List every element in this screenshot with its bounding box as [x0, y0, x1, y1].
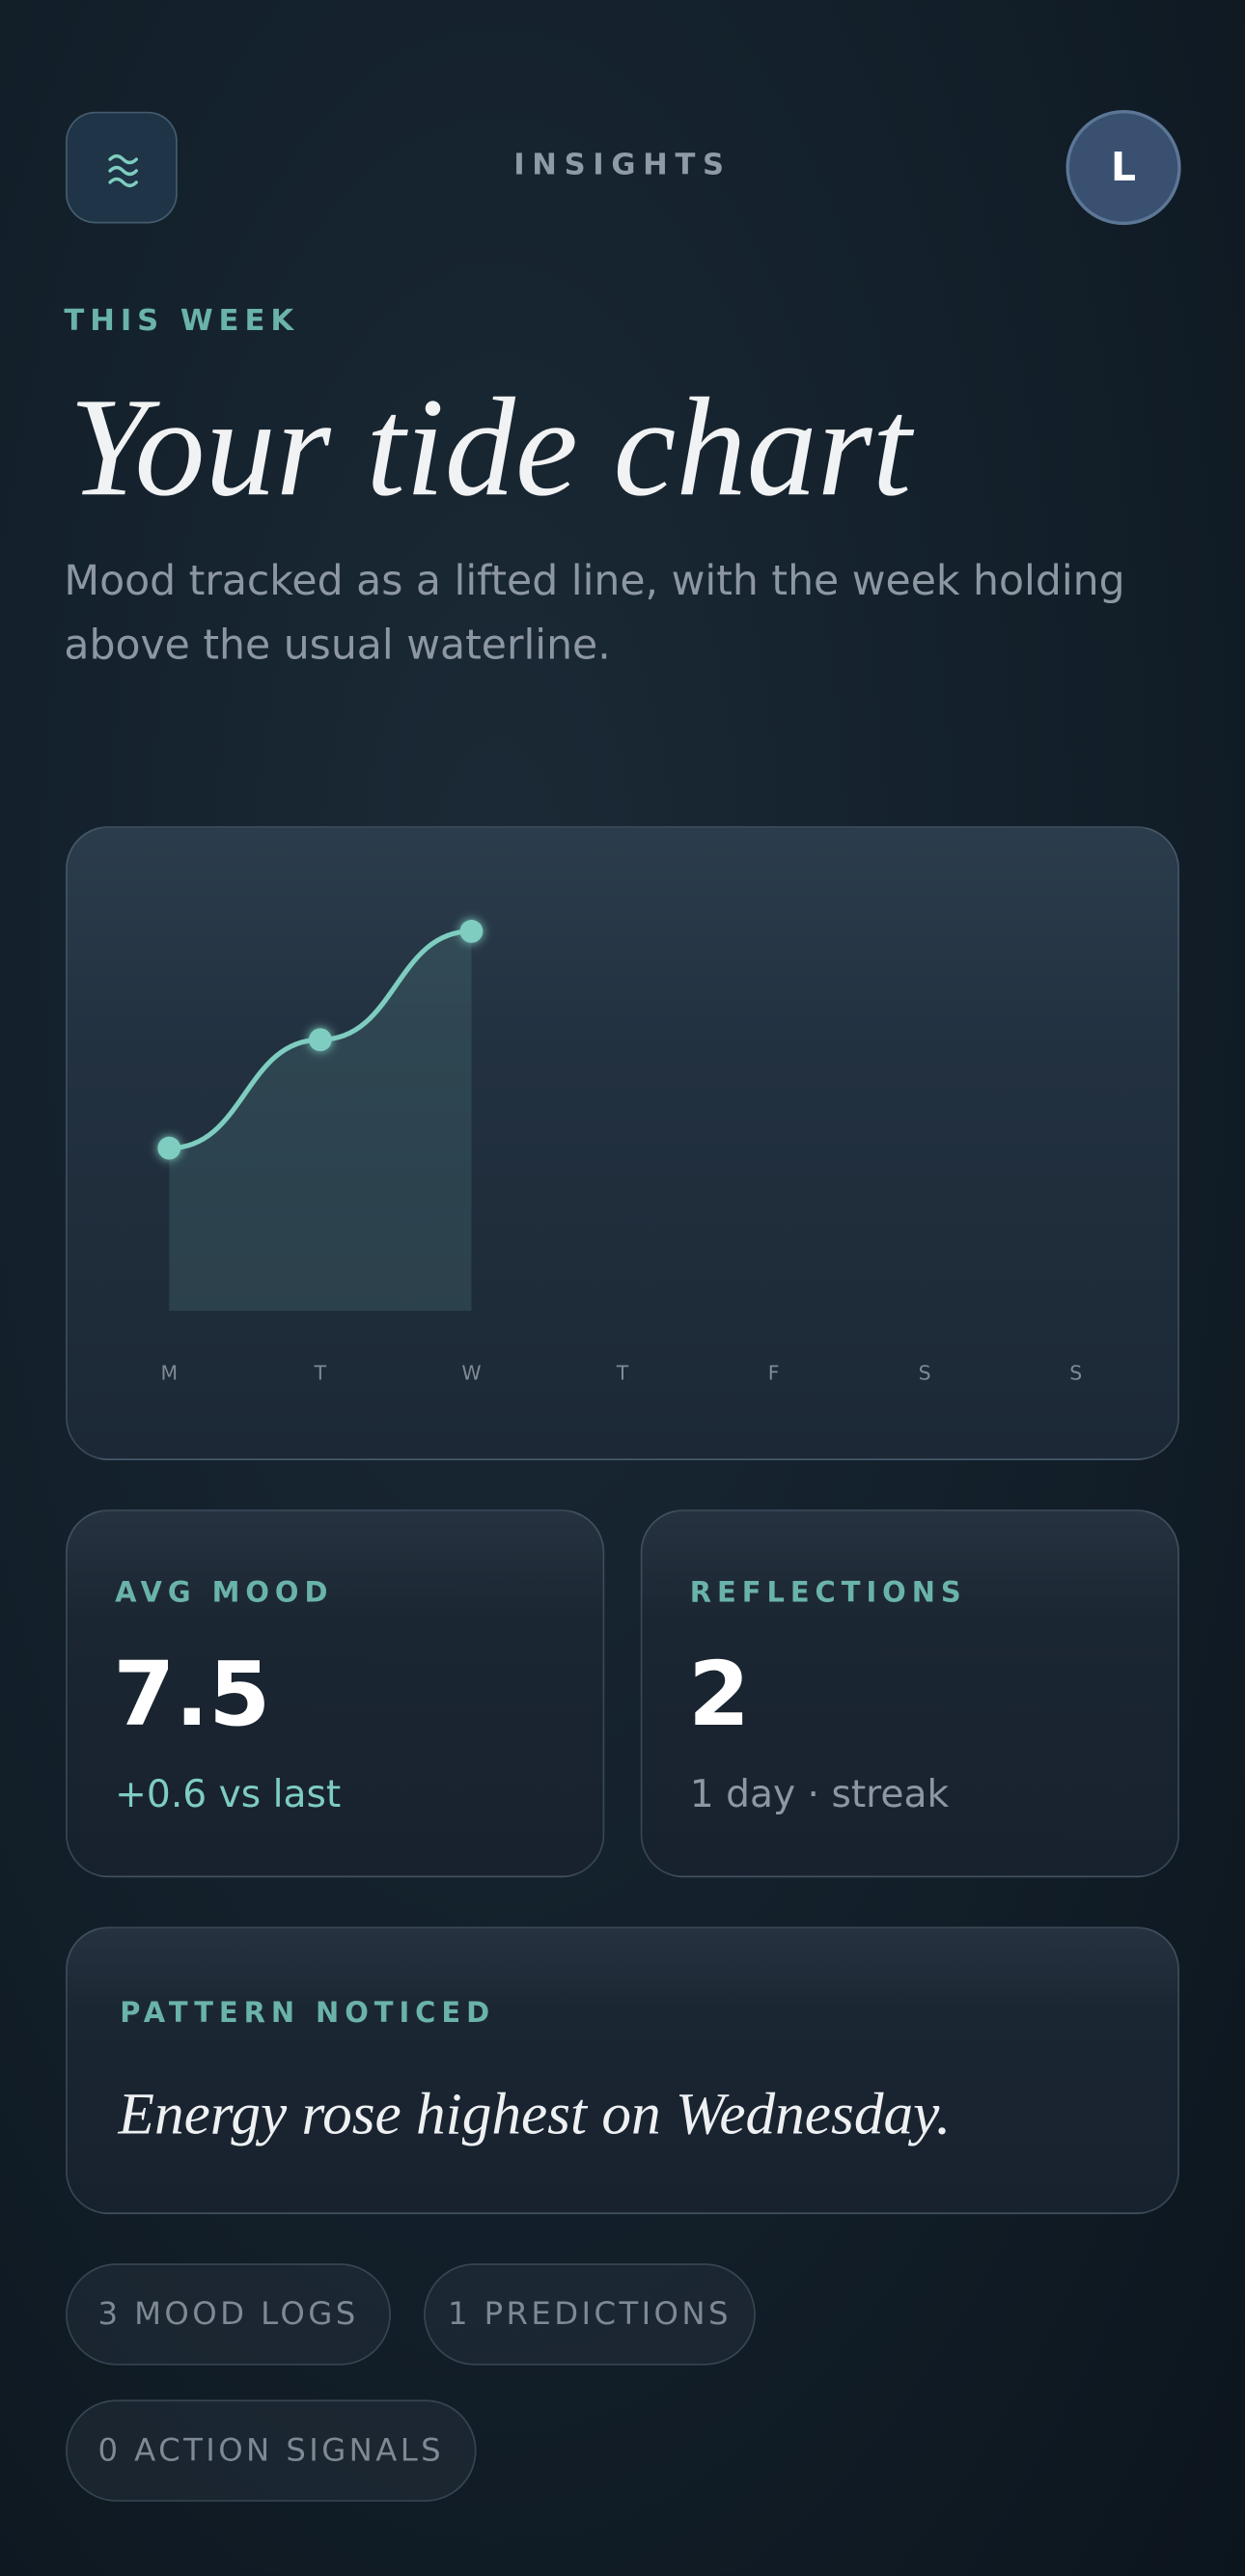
hero-subtitle: Mood tracked as a lifted line, with the … [64, 556, 1125, 669]
menu-icon [108, 153, 138, 187]
pattern-label: PATTERN NOTICED [120, 1997, 496, 2031]
chip: 1 PREDICTIONS [424, 2263, 756, 2366]
hero-title: Your tide chart [69, 368, 912, 526]
stat-note: +0.6 vs last [115, 1773, 342, 1817]
stat-note: 1 day · streak [689, 1773, 950, 1817]
chip: 0 ACTION SIGNALS [66, 2399, 477, 2502]
chip: 3 MOOD LOGS [66, 2263, 392, 2366]
avatar[interactable]: L [1065, 110, 1181, 226]
stat-label: REFLECTIONS [689, 1576, 967, 1610]
stat-card: REFLECTIONS 2 1 day · streak [640, 1510, 1179, 1878]
stat-card: AVG MOOD 7.5 +0.6 vs last [66, 1510, 605, 1878]
pattern-card: PATTERN NOTICED Energy rose highest on W… [66, 1926, 1179, 2215]
menu-button[interactable] [66, 111, 178, 224]
stat-label: AVG MOOD [115, 1576, 334, 1610]
eyebrow: THIS WEEK [64, 303, 300, 339]
header-title: INSIGHTS [513, 148, 732, 182]
stat-value: 2 [688, 1642, 751, 1747]
pattern-text: Energy rose highest on Wednesday. [118, 2081, 952, 2147]
chart-card [66, 826, 1179, 1460]
stat-value: 7.5 [113, 1642, 271, 1747]
